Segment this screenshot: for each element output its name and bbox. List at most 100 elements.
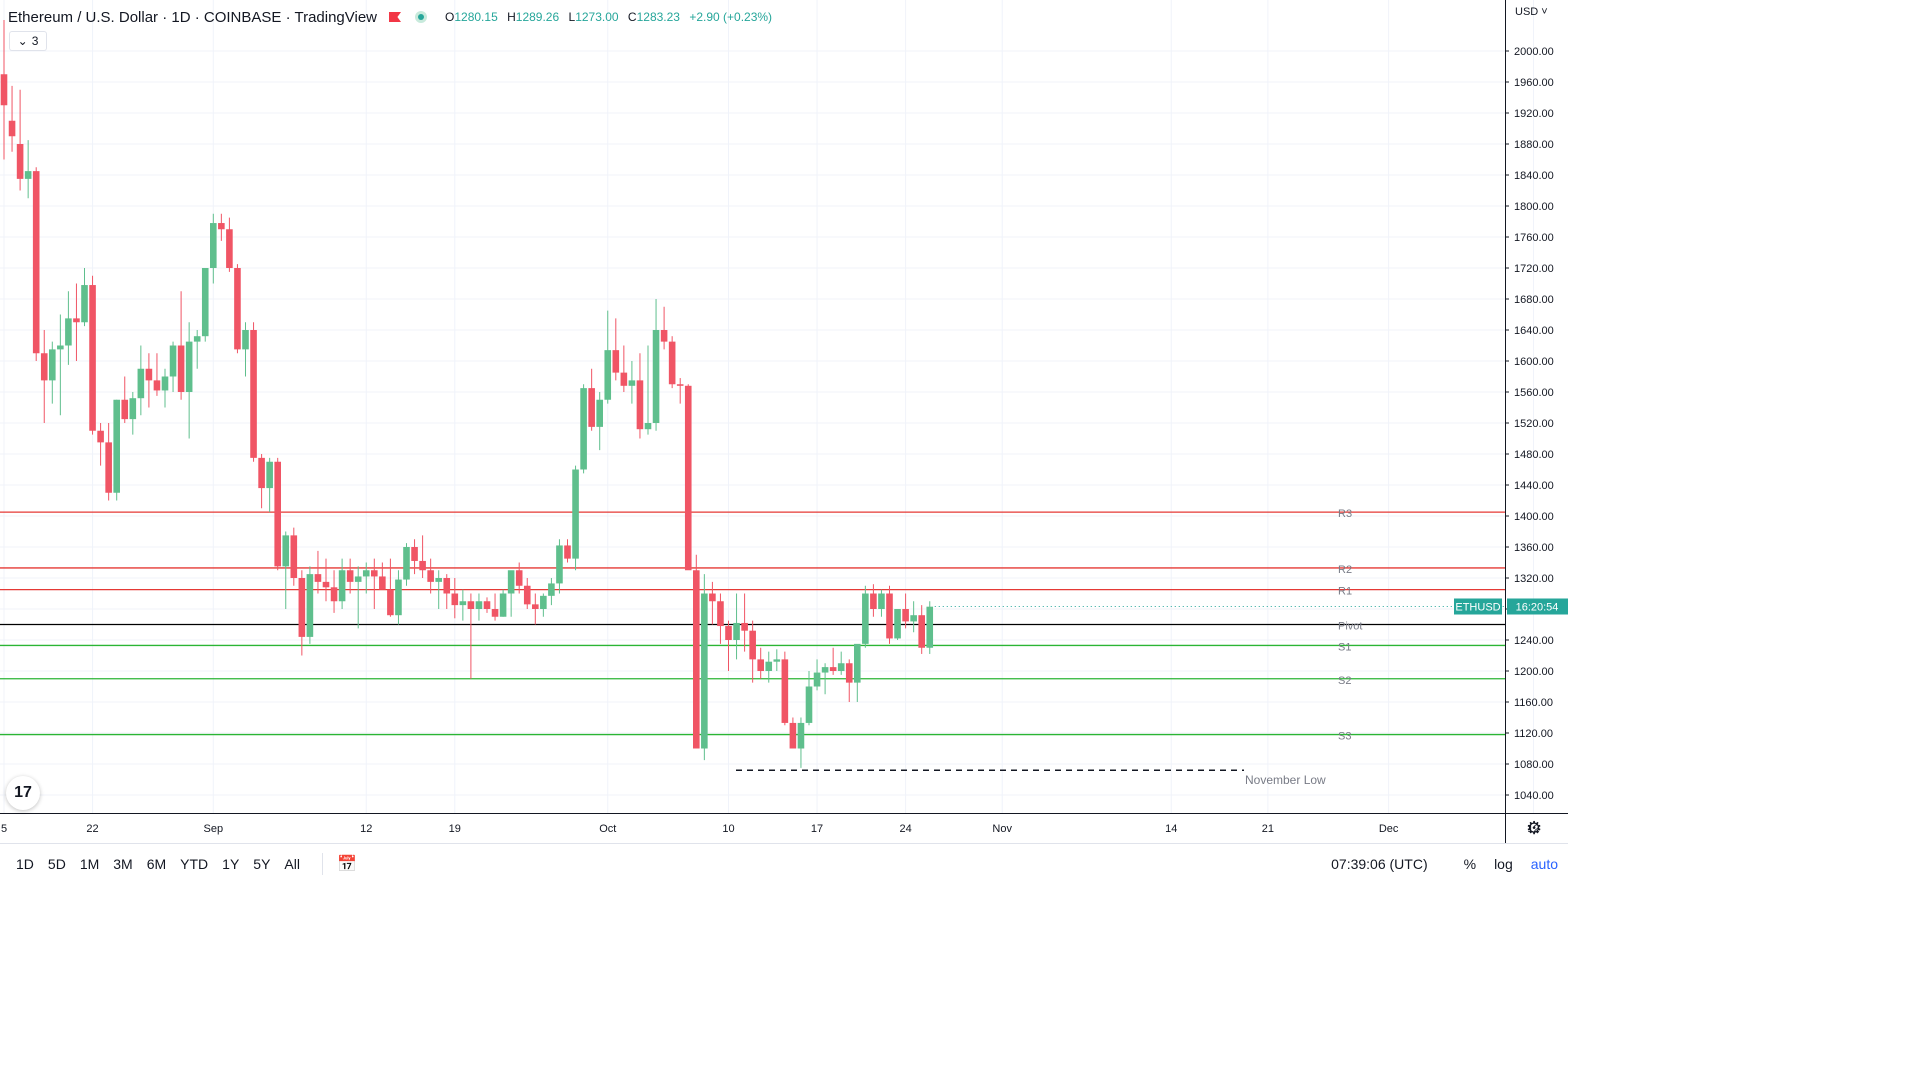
gear-icon[interactable]: ⚙	[1526, 818, 1543, 838]
x-tick-label: 17	[811, 823, 823, 835]
candle-up	[185, 341, 193, 392]
candle-down	[419, 560, 426, 571]
y-tick-label: 1680.00	[1514, 294, 1554, 306]
x-tick-label: 22	[86, 823, 98, 835]
y-tick-label: 1440.00	[1514, 480, 1554, 492]
price-chart[interactable]: 2000.00 1960.00 1920.00 1880.00 1840.00 1800.…	[0, 0, 1568, 843]
timeframe-ytd[interactable]: YTD	[180, 855, 209, 872]
candle-up	[805, 686, 813, 723]
candle-down	[234, 268, 241, 350]
market-status-icon	[415, 11, 428, 23]
change-value: +2.90 (+0.23%)	[689, 10, 773, 24]
timeframe-5y[interactable]: 5Y	[253, 855, 271, 872]
candle-up	[854, 643, 861, 683]
candle-down	[8, 120, 16, 137]
timeframe-1d[interactable]: 1D	[16, 855, 34, 872]
timeframe-3m[interactable]: 3M	[113, 855, 133, 872]
timeframe-1m[interactable]: 1M	[79, 855, 100, 872]
x-tick-label: 24	[899, 823, 911, 835]
candle-up	[910, 615, 917, 622]
x-tick-label: 19	[449, 823, 461, 835]
y-tick-label: 1720.00	[1514, 263, 1554, 275]
candle-up	[193, 336, 201, 342]
level-label-s3: S3	[1338, 731, 1351, 743]
candle-up	[459, 601, 467, 606]
candle-up	[580, 388, 587, 470]
level-label-s1: S1	[1338, 641, 1351, 653]
candle-down	[451, 593, 459, 606]
candle-up	[306, 574, 314, 637]
bottom-toolbar: 1D 5D 1M 3M 6M YTD 1Y 5Y All 📅 07:39:06 …	[0, 843, 1568, 883]
candle-up	[435, 578, 442, 582]
y-tick-label: 1880.00	[1514, 139, 1554, 151]
y-tick-label: 1520.00	[1514, 418, 1554, 430]
chart-header: Ethereum / U.S. Dollar · 1D · COINBASE ·…	[0, 0, 778, 34]
flag-icon[interactable]	[389, 12, 402, 22]
candle-down	[121, 399, 129, 420]
candle-down	[693, 570, 700, 749]
candle-up	[652, 330, 660, 423]
candle-up	[210, 223, 217, 268]
candle-down	[725, 626, 732, 640]
candle-up	[169, 345, 177, 377]
percent-toggle[interactable]: %	[1463, 855, 1477, 872]
candle-down	[467, 601, 475, 609]
candle-up	[137, 368, 145, 399]
y-tick-label: 1400.00	[1514, 511, 1554, 523]
candle-up	[49, 349, 56, 381]
candle-down	[32, 171, 40, 354]
candle-down	[346, 570, 354, 582]
currency-selector[interactable]: USD ˅	[1515, 6, 1548, 18]
tradingview-logo-icon[interactable]: 17	[6, 776, 40, 810]
candle-down	[564, 545, 571, 559]
candle-down	[757, 659, 764, 671]
candle-down	[387, 589, 394, 616]
candle-up	[403, 547, 410, 580]
auto-scale-toggle[interactable]: auto	[1530, 855, 1558, 872]
candle-up	[65, 318, 72, 346]
candle-down	[684, 385, 692, 571]
candle-down	[483, 601, 491, 609]
y-tick-label: 1960.00	[1514, 77, 1554, 89]
candle-down	[290, 535, 298, 578]
candle-down	[89, 285, 96, 431]
y-tick-label: 1640.00	[1514, 325, 1554, 337]
candle-up	[837, 663, 845, 671]
candle-up	[338, 570, 346, 602]
timeframe-6m[interactable]: 6M	[146, 855, 167, 872]
candle-up	[556, 545, 563, 584]
y-tick-label: 1040.00	[1514, 790, 1554, 802]
log-toggle[interactable]: log	[1494, 855, 1513, 872]
candle-up	[201, 268, 209, 337]
symbol-tag-box	[1454, 598, 1502, 615]
utc-clock[interactable]: 07:39:06 (UTC)	[1331, 855, 1428, 872]
timeframe-buttons: 1D 5D 1M 3M 6M YTD 1Y 5Y All	[16, 856, 300, 872]
right-toolbar: 07:39:06 (UTC) % log auto	[1331, 844, 1558, 883]
symbol-title[interactable]: Ethereum / U.S. Dollar · 1D · COINBASE ·…	[8, 8, 378, 26]
candle-up	[113, 399, 120, 493]
candle-down	[427, 570, 434, 582]
candle-up	[572, 469, 579, 559]
candle-down	[886, 593, 893, 639]
timeframe-all[interactable]: All	[284, 855, 300, 872]
candle-up	[507, 570, 515, 594]
indicator-collapse-button[interactable]: ⌄ 3	[9, 31, 47, 51]
candle-down	[16, 144, 24, 179]
candle-up	[628, 380, 636, 386]
calendar-icon[interactable]: 📅	[336, 855, 357, 873]
candle-down	[379, 576, 386, 590]
y-tick-label: 1200.00	[1514, 666, 1554, 678]
candle-down	[749, 630, 756, 660]
candle-down	[717, 601, 724, 627]
candle-down	[612, 350, 620, 373]
y-tick-label: 1360.00	[1514, 542, 1554, 554]
candle-down	[73, 318, 80, 323]
timeframe-1y[interactable]: 1Y	[222, 855, 240, 872]
close-value: 1283.23	[636, 10, 680, 24]
candle-down	[145, 368, 153, 381]
timeframe-5d[interactable]: 5D	[47, 855, 66, 872]
candle-up	[813, 672, 821, 687]
candle-up	[548, 583, 555, 596]
candle-up	[266, 461, 273, 489]
candle-up	[604, 350, 612, 400]
